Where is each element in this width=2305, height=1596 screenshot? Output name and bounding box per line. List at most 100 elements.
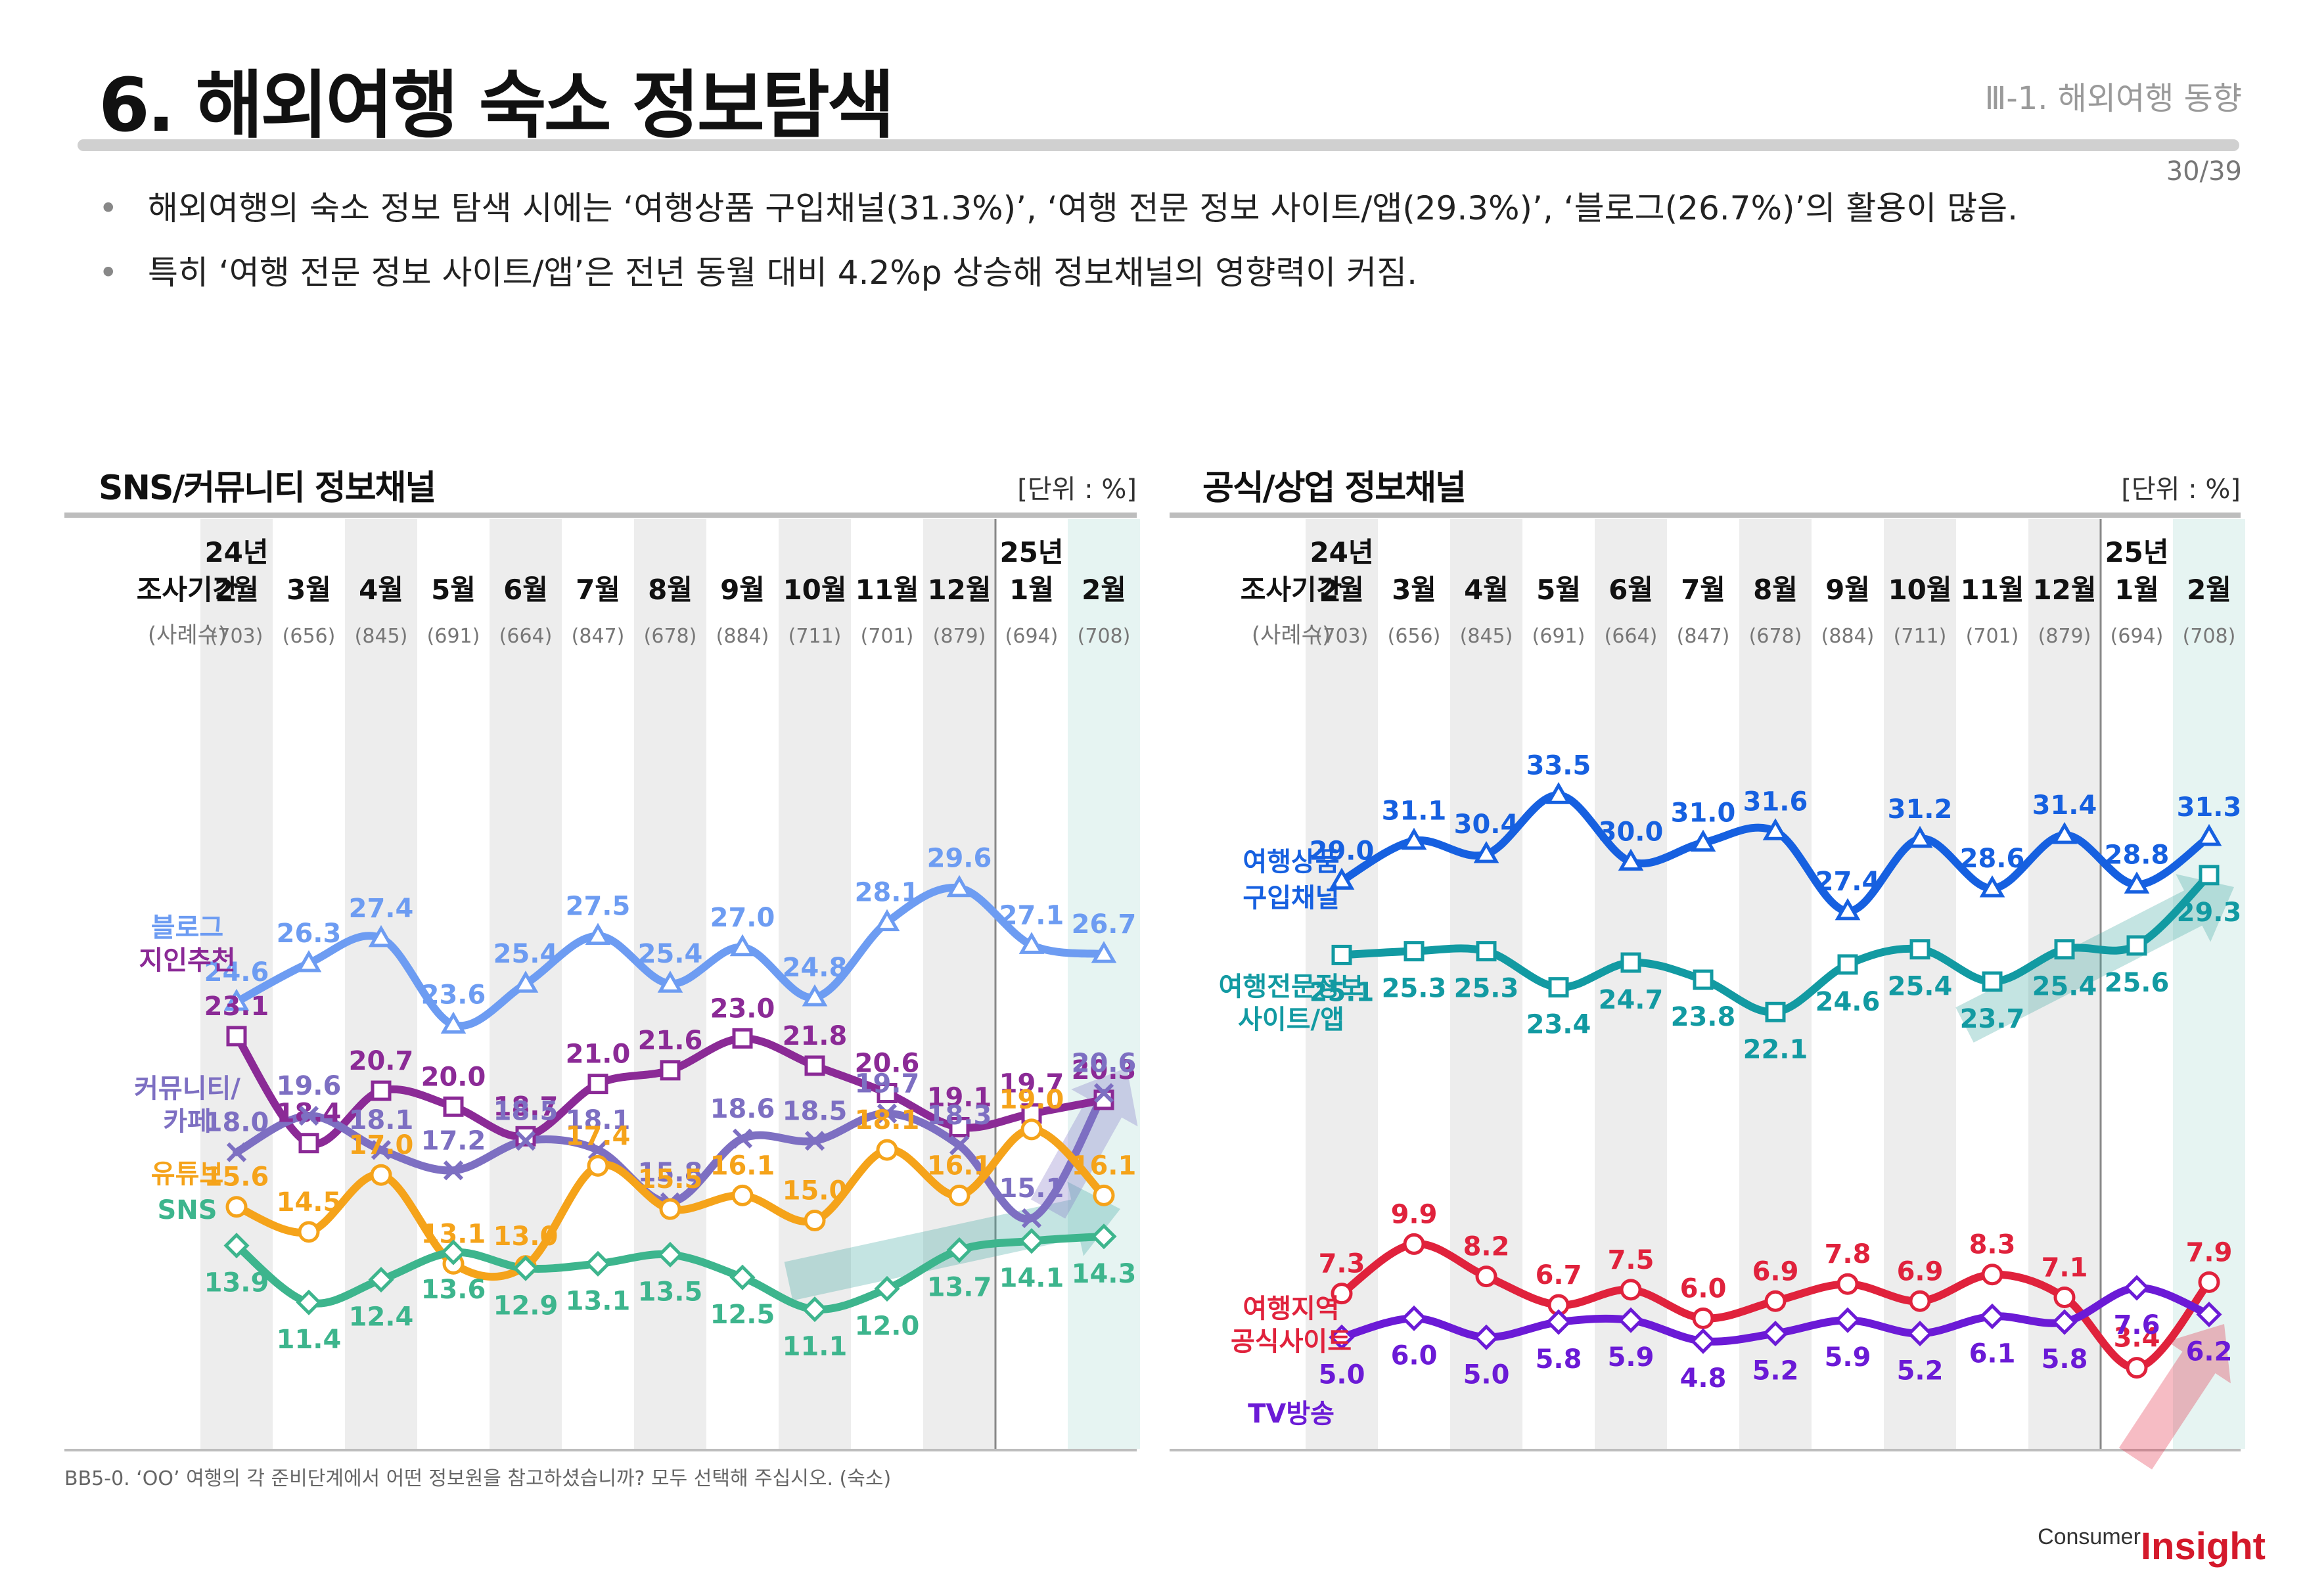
official-sample-size: (884) <box>1821 625 1875 648</box>
official-data-label: 6.1 <box>1969 1338 2016 1369</box>
section-label: Ⅲ-1. 해외여행 동향 <box>1984 80 2242 117</box>
official-data-label: 6.9 <box>1752 1256 1799 1287</box>
sns-data-label: 13.7 <box>927 1273 992 1303</box>
official-data-marker <box>1473 1324 1499 1350</box>
official-data-marker <box>1403 1233 1425 1255</box>
sns-chart-unit: [단위 : %] <box>1017 474 1137 505</box>
official-sample-size: (691) <box>1532 625 1586 648</box>
official-data-label: 4.8 <box>1680 1363 1727 1394</box>
sns-data-label: 18.0 <box>204 1108 269 1138</box>
official-data-marker <box>1764 1290 1787 1312</box>
sns-data-label: 23.6 <box>421 980 486 1011</box>
sns-data-label: 13.6 <box>421 1275 486 1305</box>
official-data-marker <box>2196 1301 2222 1328</box>
official-data-label: 25.1 <box>1310 977 1375 1007</box>
official-data-marker <box>1620 1279 1642 1301</box>
sns-data-marker <box>657 970 683 993</box>
sns-sample-size: (708) <box>1078 625 1131 648</box>
official-data-label: 25.4 <box>1888 972 1953 1002</box>
official-month-label: 2월 <box>1319 574 1364 606</box>
sns-data-label: 28.1 <box>855 878 920 908</box>
official-data-label: 27.4 <box>1815 867 1881 897</box>
official-data-label: 33.5 <box>1526 750 1591 781</box>
sns-data-marker <box>298 1106 319 1126</box>
sns-data-marker <box>587 1154 609 1177</box>
official-data-label: 6.0 <box>1391 1340 1438 1371</box>
official-data-marker <box>1618 1307 1644 1333</box>
sns-data-marker <box>513 970 539 993</box>
sns-data-label: 17.2 <box>421 1126 486 1156</box>
official-data-marker <box>1331 944 1352 965</box>
official-data-marker <box>1837 954 1858 975</box>
sns-data-label: 15.8 <box>638 1158 703 1188</box>
sns-data-marker <box>1091 1223 1117 1250</box>
sns-data-marker <box>949 1135 970 1156</box>
sns-data-label: 21.8 <box>783 1021 848 1051</box>
sns-column-band <box>1068 519 1140 1449</box>
official-data-label: 22.1 <box>1743 1034 1808 1064</box>
official-chart-top-rule <box>1170 513 2241 518</box>
sns-data-marker <box>440 1011 467 1034</box>
sns-data-label: 27.0 <box>710 903 775 933</box>
sns-data-label: 21.0 <box>566 1039 631 1070</box>
official-data-label: 3.4 <box>2114 1323 2160 1354</box>
official-data-marker <box>1981 1264 2003 1286</box>
sns-data-marker <box>371 1139 392 1160</box>
sns-data-label: 17.0 <box>349 1130 414 1160</box>
official-column-band <box>1450 519 1522 1449</box>
sns-series-name: SNS <box>157 1195 217 1225</box>
sns-data-label: 20.0 <box>421 1062 486 1092</box>
sns-data-marker <box>585 923 611 945</box>
official-data-marker <box>2126 1357 2148 1379</box>
sns-data-marker <box>368 924 394 947</box>
sns-data-marker <box>370 1164 392 1186</box>
sns-sample-size: (701) <box>861 625 914 648</box>
official-series-name: 여행지역 <box>1243 1294 1339 1324</box>
sns-month-label: 5월 <box>431 574 476 606</box>
sns-data-marker <box>946 1237 972 1264</box>
sns-data-marker <box>877 1083 898 1103</box>
sns-chart-bottom-rule <box>64 1449 1137 1451</box>
official-data-label: 23.4 <box>1526 1010 1591 1040</box>
official-month-label: 11월 <box>1960 574 2024 606</box>
sns-data-label: 14.3 <box>1072 1259 1137 1289</box>
sns-month-label: 3월 <box>286 574 331 606</box>
sns-data-marker <box>1021 1208 1042 1229</box>
sns-sample-size: (845) <box>355 625 408 648</box>
sns-data-marker <box>877 1103 898 1124</box>
sns-data-marker <box>296 950 322 972</box>
sns-data-marker <box>660 1060 681 1081</box>
official-data-label: 31.3 <box>2177 792 2242 823</box>
official-data-marker <box>1693 969 1714 990</box>
sns-sample-size: (711) <box>788 625 842 648</box>
sns-data-marker <box>368 1267 394 1293</box>
official-trend-arrow <box>2118 1324 2231 1470</box>
sns-data-label: 13.0 <box>493 1221 559 1252</box>
sns-data-marker <box>1018 932 1045 954</box>
official-sample-size: (845) <box>1460 625 1513 648</box>
sns-data-label: 20.6 <box>855 1049 920 1079</box>
sns-data-label: 15.0 <box>783 1176 848 1206</box>
sns-series-name: 유튜브 <box>151 1159 223 1189</box>
official-data-label: 9.9 <box>1391 1199 1438 1229</box>
official-data-marker <box>1620 952 1641 973</box>
official-month-label: 3월 <box>1392 574 1436 606</box>
sns-data-marker <box>804 1055 825 1076</box>
official-data-marker <box>1329 867 1355 890</box>
sns-data-marker <box>587 1074 608 1095</box>
official-chart-unit: [단위 : %] <box>2121 474 2241 505</box>
sns-data-label: 12.0 <box>855 1311 920 1341</box>
official-data-label: 31.6 <box>1743 787 1808 817</box>
official-data-label: 5.2 <box>1897 1356 1944 1386</box>
official-data-label: 5.9 <box>1825 1342 1871 1373</box>
official-data-marker <box>1690 1328 1716 1354</box>
sns-data-label: 20.7 <box>349 1046 414 1076</box>
official-month-label: 10월 <box>1888 574 1951 606</box>
sns-data-marker <box>223 1233 250 1259</box>
sns-data-label: 17.4 <box>566 1121 631 1151</box>
sns-year-label: 24년 <box>204 536 268 568</box>
official-data-marker <box>1835 898 1861 921</box>
official-period-label: 조사기간 <box>1241 574 1342 606</box>
official-data-marker <box>1907 1320 1933 1347</box>
sns-data-marker <box>802 984 828 1007</box>
